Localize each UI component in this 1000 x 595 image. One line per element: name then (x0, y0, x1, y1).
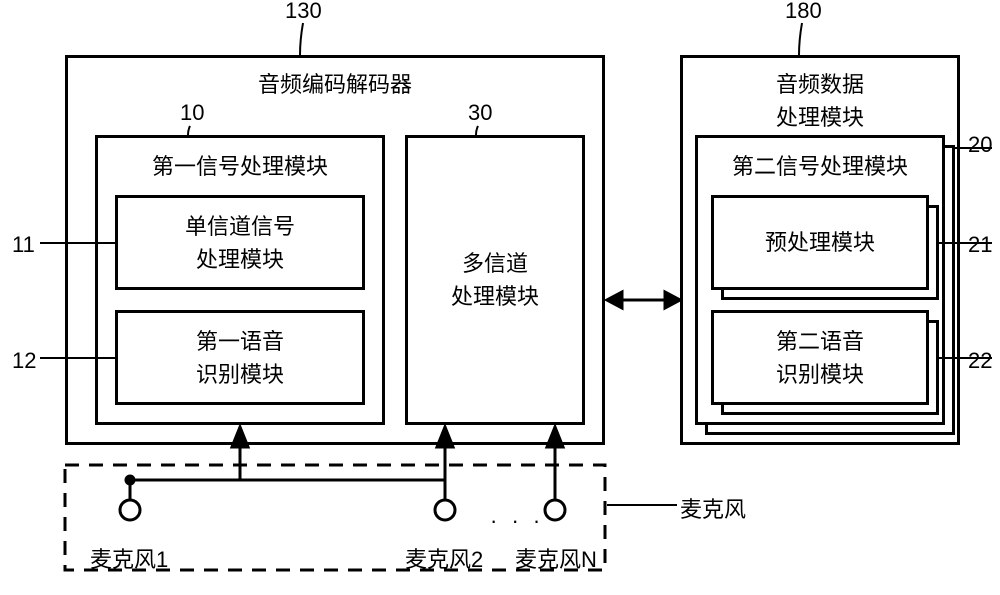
ref-130: 130 (285, 0, 322, 24)
mic-ellipsis: · · · (490, 508, 544, 534)
module-12-box: 第一语音 识别模块 (115, 310, 365, 405)
mic-n-icon (545, 500, 565, 520)
module-11-text: 单信道信号 处理模块 (185, 210, 295, 276)
ref-10: 10 (180, 100, 204, 126)
ref-22: 22 (968, 348, 992, 374)
mic-group-label: 麦克风 (680, 492, 746, 524)
mic-2-icon (435, 500, 455, 520)
module-11-box: 单信道信号 处理模块 (115, 195, 365, 290)
leader-130 (300, 23, 303, 55)
ref-11: 11 (12, 232, 35, 258)
data-module-title: 音频数据 处理模块 (683, 68, 957, 134)
mic1-to-10-line (130, 447, 240, 500)
ref-21: 21 (968, 232, 992, 258)
module-30-box: 多信道 处理模块 (405, 135, 585, 425)
ref-30: 30 (468, 100, 492, 126)
mic-n-label: 麦克风N (515, 542, 597, 574)
ref-20: 20 (968, 132, 992, 158)
module-10-title: 第一信号处理模块 (98, 150, 382, 183)
module-21-box: 预处理模块 (711, 195, 929, 290)
module-22-box: 第二语音 识别模块 (711, 310, 929, 405)
module-30-text: 多信道 处理模块 (451, 247, 539, 313)
module-20-title: 第二信号处理模块 (698, 150, 942, 183)
ref-180: 180 (785, 0, 822, 24)
module-21-text: 预处理模块 (765, 226, 875, 259)
mic-2-label: 麦克风2 (405, 542, 483, 574)
codec-title: 音频编码解码器 (68, 68, 602, 101)
ref-12: 12 (12, 348, 36, 374)
mic-1-label: 麦克风1 (90, 542, 168, 574)
leader-180 (799, 23, 802, 55)
module-22-text: 第二语音 识别模块 (776, 325, 864, 391)
diagram-root: 音频编码解码器 第一信号处理模块 单信道信号 处理模块 第一语音 识别模块 多信… (0, 0, 1000, 595)
bidir-arrow (607, 292, 680, 308)
mic-1-icon (120, 500, 140, 520)
junction-dot (126, 476, 134, 484)
module-12-text: 第一语音 识别模块 (196, 325, 284, 391)
